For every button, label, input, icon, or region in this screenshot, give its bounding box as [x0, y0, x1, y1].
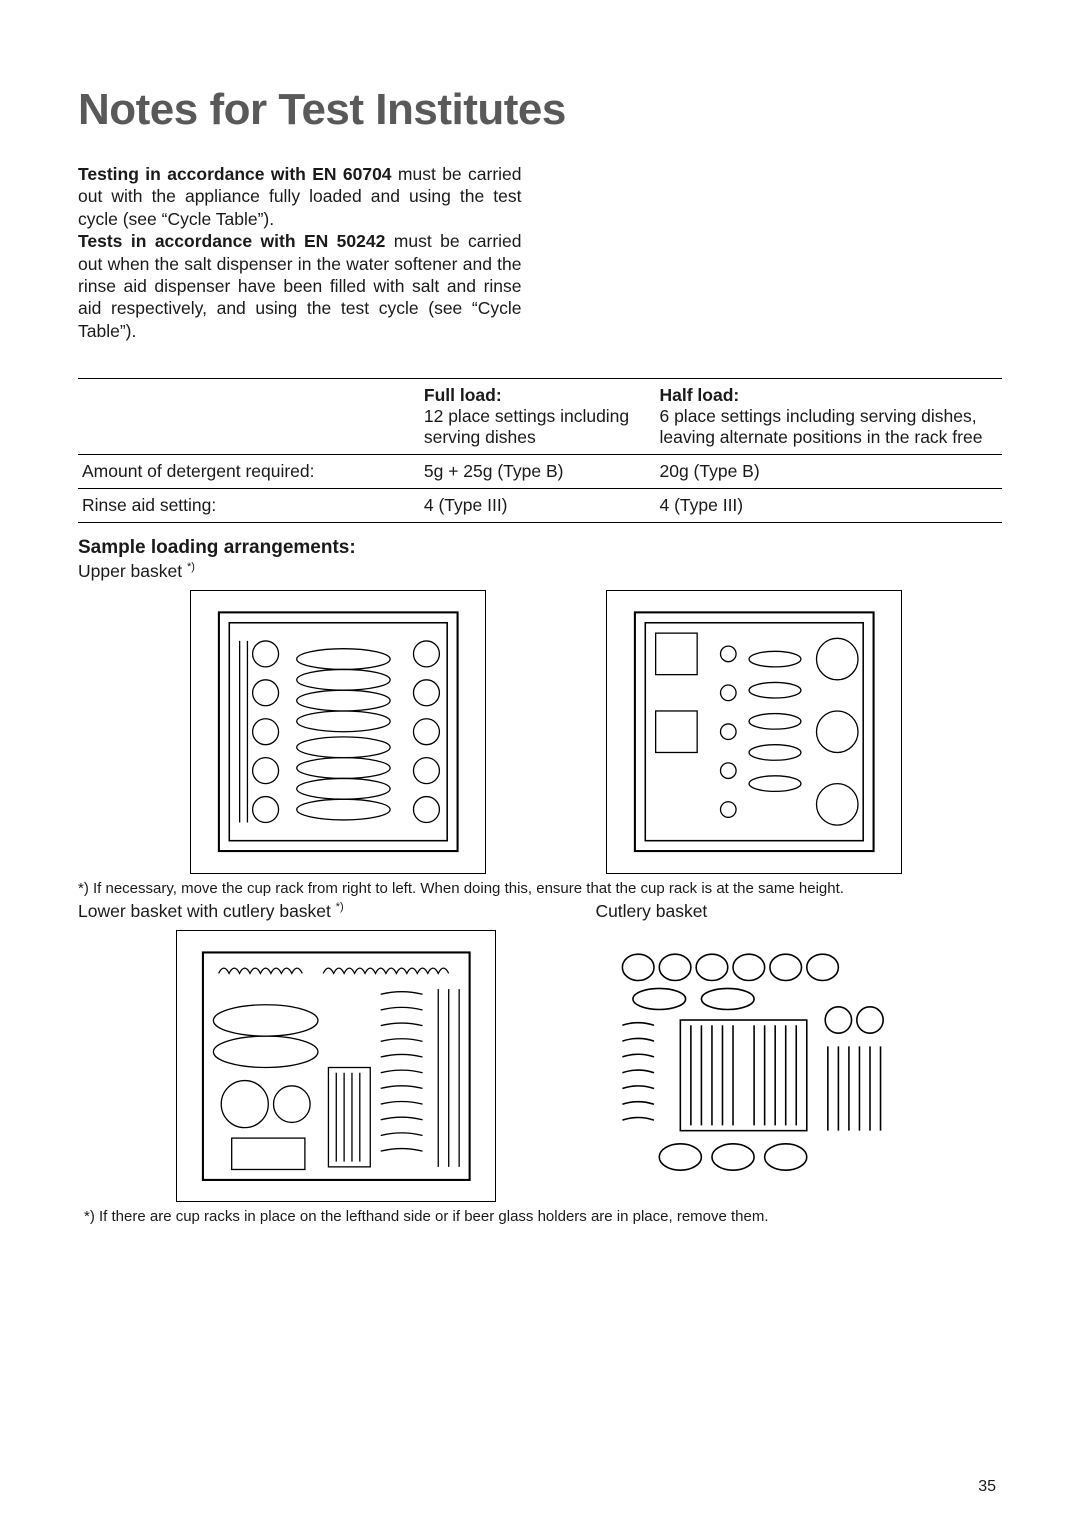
- row-label: Amount of detergent required:: [78, 455, 420, 489]
- row-full: 5g + 25g (Type B): [420, 455, 656, 489]
- lower-basket-sup: *): [336, 901, 344, 913]
- schematic-icon: [619, 602, 889, 861]
- table-head-full: Full load: 12 place settings including s…: [420, 379, 656, 455]
- table-head-full-rest: 12 place settings including serving dish…: [424, 406, 629, 447]
- row-full: 4 (Type III): [420, 489, 656, 523]
- table-head-full-bold: Full load:: [424, 385, 502, 405]
- row-half: 20g (Type B): [655, 455, 1002, 489]
- figure-upper-left: [190, 590, 486, 874]
- table-row: Rinse aid setting: 4 (Type III) 4 (Type …: [78, 489, 1002, 523]
- lower-basket-caption: Lower basket with cutlery basket *): [78, 901, 595, 922]
- lower-row-labels: Lower basket with cutlery basket *) Cutl…: [78, 901, 1002, 922]
- intro-p2: Tests in accordance with EN 50242 must b…: [78, 230, 522, 342]
- load-table: Full load: 12 place settings including s…: [78, 378, 1002, 523]
- upper-basket-label: Upper basket: [78, 561, 187, 581]
- sample-heading: Sample loading arrangements:: [78, 537, 1002, 559]
- page-title: Notes for Test Institutes: [78, 85, 1002, 135]
- table-head-half-rest: 6 place settings including serving dishe…: [659, 406, 982, 447]
- row-label: Rinse aid setting:: [78, 489, 420, 523]
- figure-row-upper: [78, 590, 1002, 874]
- intro-p2-bold: Tests in accordance with EN 50242: [78, 231, 385, 251]
- cutlery-basket-caption: Cutlery basket: [595, 901, 707, 922]
- table-head-half-bold: Half load:: [659, 385, 739, 405]
- table-head-half: Half load: 6 place settings including se…: [655, 379, 1002, 455]
- intro-p1-bold: Testing in accordance with EN 60704: [78, 164, 392, 184]
- page-number: 35: [978, 1478, 996, 1496]
- table-head-row: Full load: 12 place settings including s…: [78, 379, 1002, 455]
- figure-upper-right: [606, 590, 902, 874]
- lower-basket-label: Lower basket with cutlery basket: [78, 901, 336, 921]
- schematic-icon: [190, 942, 483, 1190]
- schematic-icon: [203, 602, 473, 861]
- figure-lower-right: [586, 930, 906, 1202]
- schematic-icon: [599, 941, 893, 1191]
- figure-lower-left: [176, 930, 496, 1202]
- upper-basket-sup: *): [187, 561, 195, 573]
- intro-p1: Testing in accordance with EN 60704 must…: [78, 163, 522, 230]
- figure-row-lower: [78, 930, 1002, 1202]
- row-half: 4 (Type III): [655, 489, 1002, 523]
- table-head-empty: [78, 379, 420, 455]
- intro-block: Testing in accordance with EN 60704 must…: [78, 163, 522, 342]
- note-2: *) If there are cup racks in place on th…: [78, 1208, 1002, 1225]
- upper-basket-caption: Upper basket *): [78, 561, 1002, 582]
- note-1: *) If necessary, move the cup rack from …: [78, 880, 1002, 897]
- table-row: Amount of detergent required: 5g + 25g (…: [78, 455, 1002, 489]
